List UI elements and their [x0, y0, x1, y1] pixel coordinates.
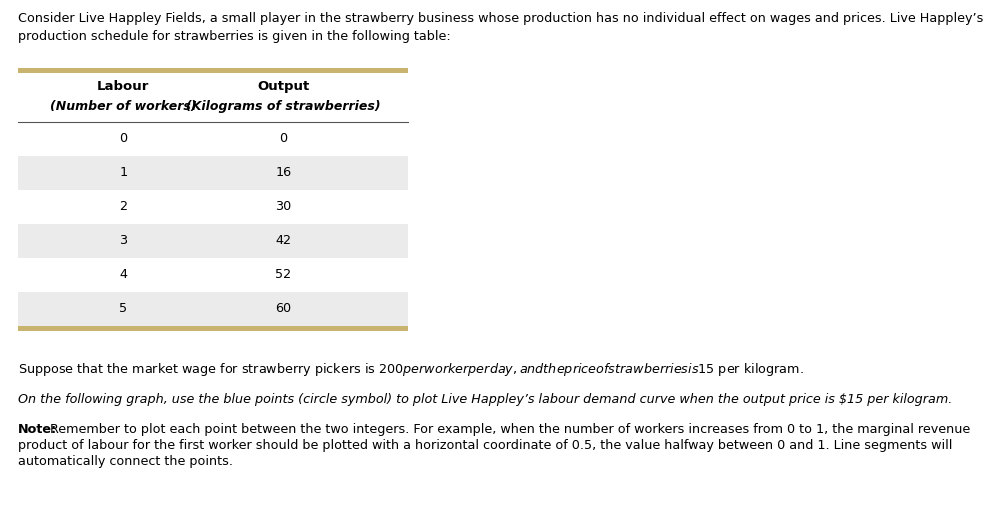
Text: On the following graph, use the blue points (circle symbol) to plot Live Happley: On the following graph, use the blue poi… [18, 393, 953, 406]
Text: Labour: Labour [97, 80, 149, 93]
Text: Consider Live Happley Fields, a small player in the strawberry business whose pr: Consider Live Happley Fields, a small pl… [18, 12, 984, 25]
Text: Note:: Note: [18, 423, 57, 436]
Text: 5: 5 [119, 302, 127, 316]
Text: 42: 42 [275, 235, 291, 247]
Text: Remember to plot each point between the two integers. For example, when the numb: Remember to plot each point between the … [46, 423, 971, 436]
Text: product of labour for the first worker should be plotted with a horizontal coord: product of labour for the first worker s… [18, 439, 953, 452]
Text: production schedule for strawberries is given in the following table:: production schedule for strawberries is … [18, 30, 451, 43]
Text: 4: 4 [119, 268, 127, 281]
Text: 30: 30 [275, 201, 291, 214]
Text: (Number of workers): (Number of workers) [50, 100, 196, 113]
Text: (Kilograms of strawberries): (Kilograms of strawberries) [186, 100, 381, 113]
Bar [18, 326, 408, 331]
Bar [18, 224, 408, 258]
Text: 0: 0 [279, 132, 287, 145]
Text: 1: 1 [119, 166, 127, 180]
Text: 52: 52 [275, 268, 291, 281]
Text: 2: 2 [119, 201, 127, 214]
Bar [18, 292, 408, 326]
Text: 60: 60 [275, 302, 291, 316]
Bar [18, 68, 408, 73]
Text: Output: Output [257, 80, 309, 93]
Text: 3: 3 [119, 235, 127, 247]
Text: 16: 16 [275, 166, 291, 180]
Bar [18, 73, 408, 122]
Bar [18, 156, 408, 190]
Text: automatically connect the points.: automatically connect the points. [18, 455, 233, 468]
Text: 0: 0 [119, 132, 127, 145]
Text: Suppose that the market wage for strawberry pickers is $200 per worker per day, : Suppose that the market wage for strawbe… [18, 361, 804, 378]
